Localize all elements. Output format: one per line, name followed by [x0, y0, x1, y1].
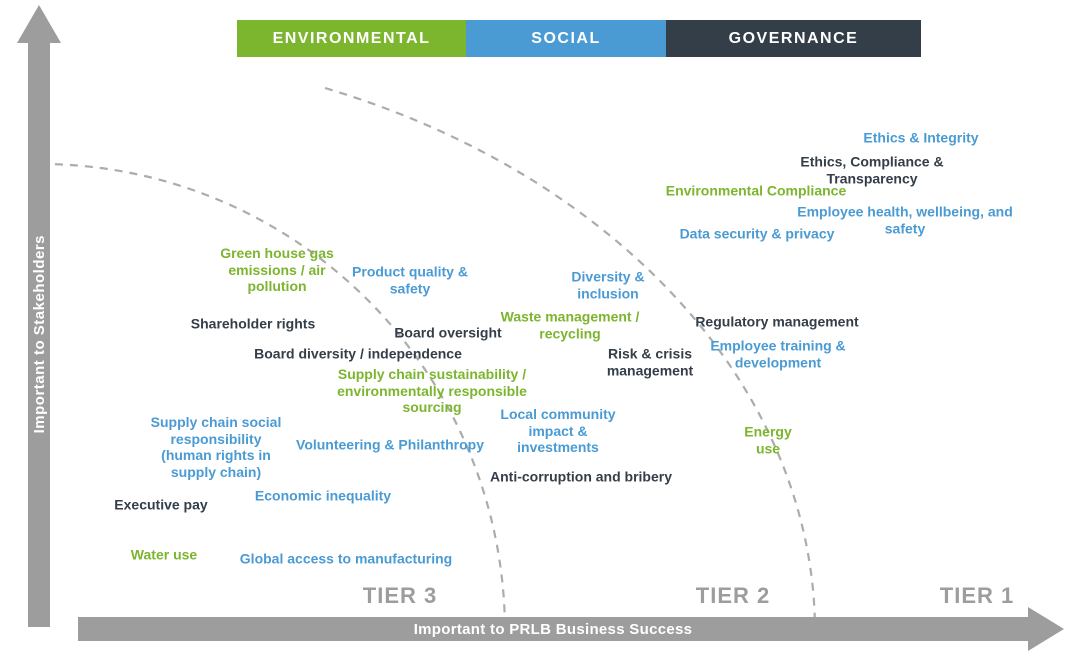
matrix-label: Green house gas emissions / air pollutio… — [220, 245, 334, 295]
tier-2-arc — [324, 86, 817, 633]
x-axis-label: Important to PRLB Business Success — [413, 620, 693, 638]
matrix-label: Board diversity / independence — [254, 345, 462, 362]
matrix-label: Data security & privacy — [679, 225, 835, 242]
legend-item-governance: GOVERNANCE — [666, 20, 921, 57]
matrix-label: Executive pay — [114, 496, 208, 513]
matrix-label: Energy use — [744, 423, 792, 456]
tier-label-tier-2: TIER 2 — [695, 583, 771, 608]
tier-label-tier-3: TIER 3 — [362, 583, 438, 608]
matrix-label: Supply chain sustainability / environmen… — [337, 366, 527, 416]
matrix-label: Anti-corruption and bribery — [490, 468, 672, 485]
matrix-label: Ethics, Compliance & Transparency — [800, 153, 944, 186]
matrix-label: Global access to manufacturing — [239, 550, 453, 567]
y-axis-arrowhead-icon — [17, 5, 61, 43]
tier-3-arc — [39, 162, 507, 633]
matrix-label: Environmental Compliance — [665, 182, 847, 199]
matrix-label: Volunteering & Philanthropy — [296, 436, 484, 453]
matrix-label: Product quality & safety — [352, 263, 468, 296]
matrix-label: Employee health, wellbeing, and safety — [797, 203, 1013, 236]
matrix-label: Board oversight — [394, 324, 502, 341]
matrix-label: Risk & crisis management — [606, 345, 694, 378]
y-axis-arrow: Important to Stakeholders — [28, 42, 50, 627]
matrix-label: Shareholder rights — [190, 315, 316, 332]
matrix-label: Ethics & Integrity — [863, 129, 979, 146]
x-axis-arrow: Important to PRLB Business Success — [78, 617, 1028, 641]
x-axis-arrowhead-icon — [1028, 607, 1064, 651]
matrix-label: Employee training & development — [710, 337, 846, 370]
legend-item-environmental: ENVIRONMENTAL — [237, 20, 466, 57]
matrix-label: Waste management / recycling — [500, 308, 640, 341]
matrix-label: Water use — [130, 546, 198, 563]
matrix-label: Diversity & inclusion — [571, 268, 645, 301]
y-axis-label: Important to Stakeholders — [30, 235, 48, 434]
matrix-label: Economic inequality — [254, 487, 392, 504]
legend-item-social: SOCIAL — [466, 20, 666, 57]
tier-label-tier-1: TIER 1 — [939, 583, 1015, 608]
matrix-label: Supply chain social responsibility (huma… — [150, 413, 282, 480]
matrix-label: Regulatory management — [695, 313, 859, 330]
legend: ENVIRONMENTAL SOCIAL GOVERNANCE — [237, 20, 921, 57]
matrix-label: Local community impact & investments — [500, 406, 616, 456]
